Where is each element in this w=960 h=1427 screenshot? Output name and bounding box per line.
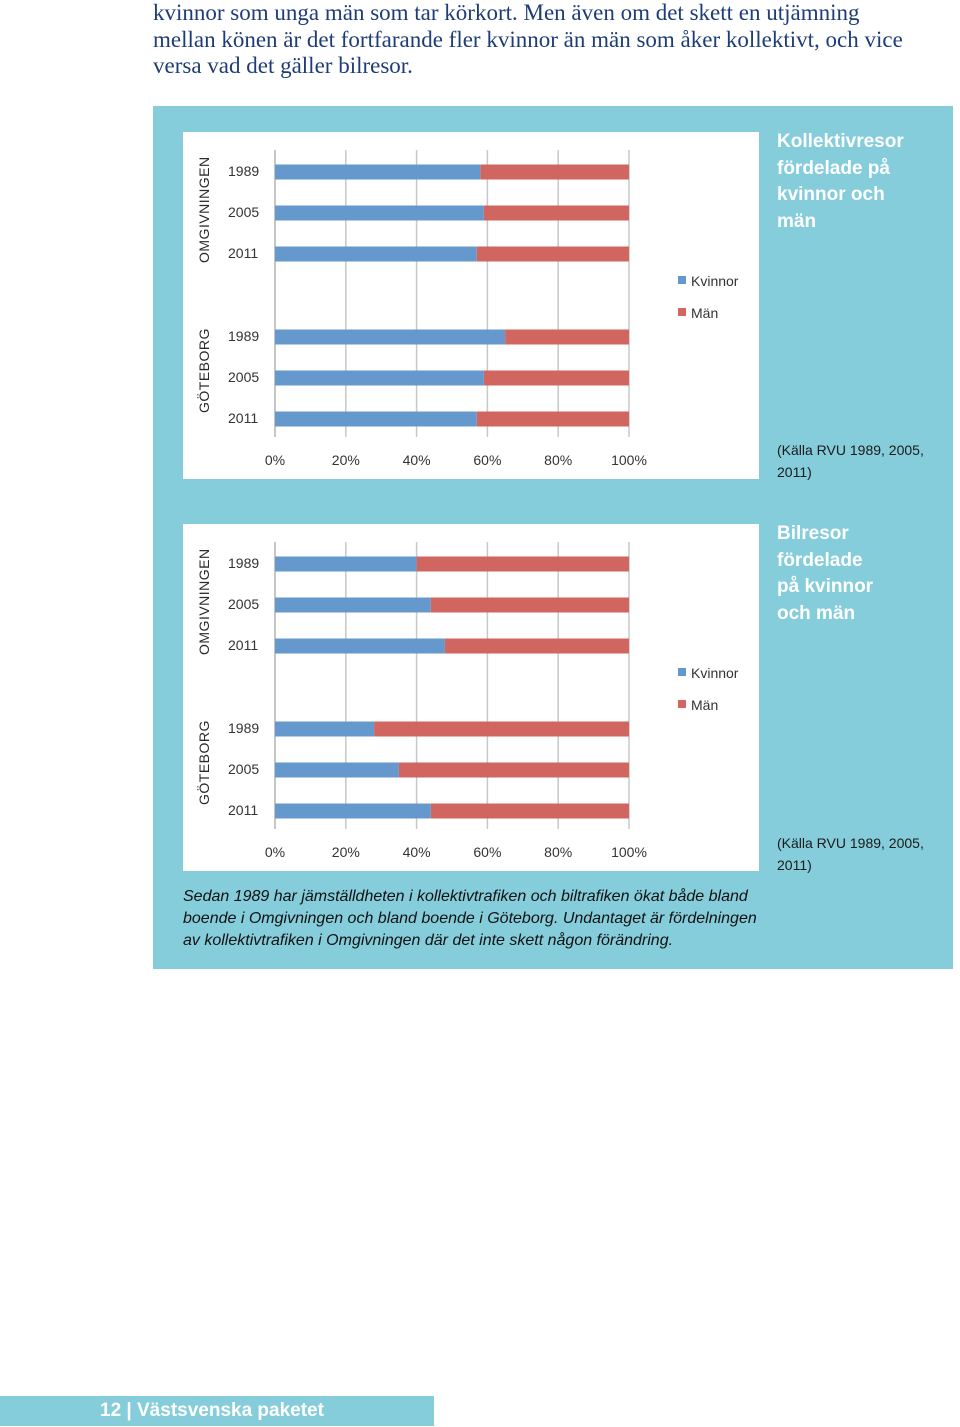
bar-kvinnor <box>275 329 506 345</box>
caption-line: Sedan 1989 har jämställdheten i kollekti… <box>183 888 748 905</box>
kollektivresor-source: (Källa RVU 1989, 2005, 2011) <box>777 439 947 483</box>
figure-caption: Sedan 1989 har jämställdheten i kollekti… <box>183 886 793 952</box>
group-label: GÖTEBORG <box>196 328 212 413</box>
title-line: och män <box>777 602 856 624</box>
bar-kvinnor <box>275 638 445 654</box>
bar-man <box>505 329 629 345</box>
group-label: OMGIVNINGEN <box>196 156 212 263</box>
bar-kvinnor <box>275 721 375 737</box>
x-tick-label: 40% <box>402 844 431 860</box>
bar-man <box>416 556 629 572</box>
bar-kvinnor <box>275 803 431 819</box>
bar-kvinnor <box>275 164 481 180</box>
legend-item: Kvinnor <box>678 665 738 681</box>
group-label: GÖTEBORG <box>196 720 212 805</box>
year-label: 2005 <box>228 761 260 777</box>
bar-man <box>476 411 629 427</box>
legend-item: Kvinnor <box>678 273 738 289</box>
year-label: 2011 <box>228 410 259 426</box>
x-tick-label: 20% <box>331 452 360 468</box>
footer-page-label: 12 | Västsvenska paketet <box>100 1400 324 1421</box>
x-tick-label: 40% <box>402 452 431 468</box>
year-label: 2011 <box>228 802 259 818</box>
bar-kvinnor <box>275 597 431 613</box>
year-label: 1989 <box>228 555 260 571</box>
x-tick-label: 60% <box>473 452 502 468</box>
x-tick-label: 60% <box>473 844 502 860</box>
legend-swatch <box>678 668 686 676</box>
year-label: 2011 <box>228 637 259 653</box>
figure-panel: 0% 20% 40% 60% 80% 100% OMGIVNINGEN 1989 2005 201… <box>153 106 953 969</box>
year-label: 2005 <box>228 596 260 612</box>
year-label: 2005 <box>228 204 260 220</box>
x-tick-label: 0% <box>264 844 286 860</box>
legend-label: Kvinnor <box>691 665 739 681</box>
legend-label: Män <box>691 697 719 713</box>
intro-line: mellan könen är det fortfarande fler kvi… <box>153 26 903 52</box>
bilresor-chart: 0% 20% 40% 60% 80% 100% OMGIVNINGEN 1989 2005 201… <box>183 524 759 871</box>
year-label: 2011 <box>228 245 259 261</box>
bar-man <box>374 721 629 737</box>
bilresor-source: (Källa RVU 1989, 2005, 2011) <box>777 832 947 876</box>
year-label: 2005 <box>228 369 260 385</box>
bar-man <box>483 370 629 386</box>
chart-svg <box>274 150 630 437</box>
bar-kvinnor <box>275 411 477 427</box>
legend-item: Män <box>678 305 718 321</box>
bar-man <box>398 762 629 778</box>
legend-swatch <box>678 308 686 316</box>
title-line: fördelade <box>777 549 863 571</box>
bar-kvinnor <box>275 762 399 778</box>
x-tick-label: 0% <box>264 452 286 468</box>
bar-kvinnor <box>275 370 484 386</box>
bar-kvinnor <box>275 205 484 221</box>
bilresor-title: Bilresor fördelade på kvinnor och män <box>777 521 947 627</box>
legend-label: Kvinnor <box>691 273 739 289</box>
intro-line: kvinnor som unga män som tar körkort. Me… <box>153 0 860 25</box>
footer-bar <box>0 1396 434 1426</box>
title-line: Kollektivresor <box>777 131 904 152</box>
bar-kvinnor <box>275 246 477 262</box>
source-line: (Källa RVU 1989, 2005, <box>777 442 924 458</box>
intro-line: versa vad det gäller bilresor. <box>153 53 413 78</box>
x-tick-label: 80% <box>544 452 573 468</box>
legend-label: Män <box>691 305 719 321</box>
x-tick-label: 20% <box>331 844 360 860</box>
source-line: 2011) <box>777 857 812 873</box>
title-line: Bilresor <box>777 523 849 544</box>
x-tick-label: 80% <box>544 844 573 860</box>
x-tick-label: 100% <box>611 452 647 468</box>
caption-line: boende i Omgivningen och bland boende i … <box>183 910 757 927</box>
bar-man <box>480 164 629 180</box>
title-line: på kvinnor <box>777 576 874 597</box>
kollektivresor-chart: 0% 20% 40% 60% 80% 100% OMGIVNINGEN 1989 2005 201… <box>183 132 759 479</box>
source-line: 2011) <box>777 464 812 480</box>
intro-text: kvinnor som unga män som tar körkort. Me… <box>153 0 953 80</box>
year-label: 1989 <box>228 720 260 736</box>
group-label: OMGIVNINGEN <box>196 548 212 655</box>
source-line: (Källa RVU 1989, 2005, <box>777 835 924 851</box>
kollektivresor-title: Kollektivresor fördelade på kvinnor och … <box>777 129 947 235</box>
legend-swatch <box>678 276 686 284</box>
year-label: 1989 <box>228 163 260 179</box>
bar-man <box>430 803 629 819</box>
bar-kvinnor <box>275 556 417 572</box>
bar-man <box>483 205 629 221</box>
legend-swatch <box>678 700 686 708</box>
x-tick-label: 100% <box>611 844 647 860</box>
title-line: kvinnor och <box>777 184 885 205</box>
chart-svg <box>274 542 630 829</box>
year-label: 1989 <box>228 328 260 344</box>
bar-man <box>430 597 629 613</box>
caption-line: av kollektivtrafiken i Omgivningen där d… <box>183 932 674 949</box>
bar-man <box>444 638 629 654</box>
title-line: män <box>777 210 817 232</box>
legend-item: Män <box>678 697 718 713</box>
bar-man <box>476 246 629 262</box>
title-line: fördelade på <box>777 157 890 179</box>
